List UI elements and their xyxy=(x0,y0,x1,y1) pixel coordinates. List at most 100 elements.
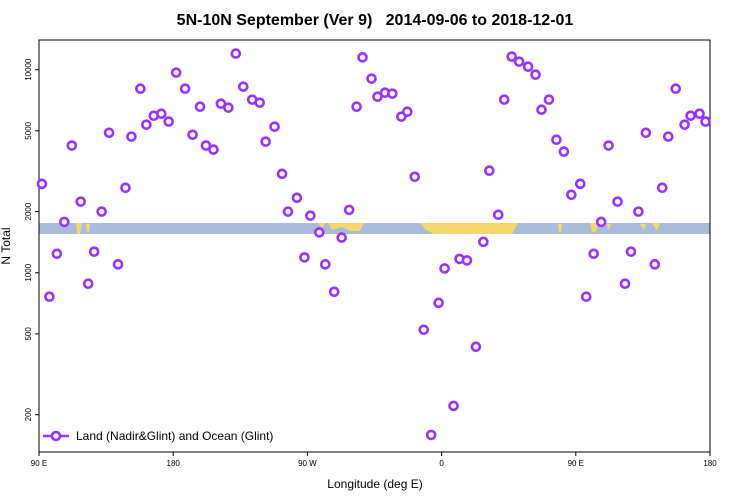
point xyxy=(649,259,661,270)
y-tick-label: 1000 xyxy=(24,263,33,281)
x-tick-label: 180 xyxy=(167,459,181,468)
point xyxy=(59,216,70,228)
point xyxy=(418,324,430,336)
point xyxy=(291,192,303,204)
point xyxy=(343,204,355,216)
x-axis-label: Longitude (deg E) xyxy=(327,477,422,491)
land-patch xyxy=(318,223,364,231)
point xyxy=(88,246,100,257)
point xyxy=(498,94,510,105)
point xyxy=(612,196,623,207)
point xyxy=(433,297,444,309)
point xyxy=(194,101,206,113)
point xyxy=(506,51,517,62)
point xyxy=(36,178,48,190)
point xyxy=(82,278,94,290)
point xyxy=(96,206,107,217)
point xyxy=(425,429,437,441)
point xyxy=(269,121,280,132)
point xyxy=(282,206,294,217)
point xyxy=(254,97,265,108)
y-tick-label: 500 xyxy=(24,327,33,341)
y-tick-label: 5000 xyxy=(24,121,33,139)
point xyxy=(461,255,473,266)
point xyxy=(574,178,586,190)
point xyxy=(314,227,325,238)
point xyxy=(536,104,547,116)
point xyxy=(336,232,347,243)
point xyxy=(543,94,555,105)
point xyxy=(694,108,705,120)
y-tick-label: 10000 xyxy=(24,58,33,81)
point xyxy=(170,67,182,78)
point xyxy=(260,136,271,147)
point xyxy=(633,206,644,217)
point xyxy=(366,73,377,84)
x-tick-label: 90 E xyxy=(31,459,47,468)
point xyxy=(120,182,131,194)
x-tick-label: 90 E xyxy=(568,459,584,468)
point xyxy=(484,165,495,177)
point xyxy=(439,263,450,274)
point xyxy=(163,116,175,127)
point xyxy=(478,236,489,248)
land-patch xyxy=(420,223,518,234)
point xyxy=(135,83,146,94)
point xyxy=(588,248,599,260)
point xyxy=(448,400,459,412)
point xyxy=(566,189,577,201)
point xyxy=(187,129,198,141)
legend-marker xyxy=(50,430,62,442)
point xyxy=(595,216,607,228)
point xyxy=(522,61,534,73)
point xyxy=(276,168,288,180)
x-tick-label: 180 xyxy=(703,459,717,468)
point xyxy=(75,196,87,207)
point xyxy=(103,127,115,139)
point xyxy=(580,291,592,303)
point xyxy=(551,134,562,146)
legend-label: Land (Nadir&Glint) and Ocean (Glint) xyxy=(76,429,273,443)
ocean-band xyxy=(39,223,710,234)
x-tick-label: 0 xyxy=(439,459,444,468)
point xyxy=(409,171,421,183)
point xyxy=(530,69,541,80)
plot-frame xyxy=(38,39,711,453)
point xyxy=(230,48,242,59)
point xyxy=(141,119,152,130)
point xyxy=(223,102,234,113)
point xyxy=(357,52,368,63)
point xyxy=(51,248,63,260)
point xyxy=(492,209,504,221)
point xyxy=(44,291,55,303)
point xyxy=(685,110,696,122)
point xyxy=(299,252,310,263)
point xyxy=(319,259,331,270)
point xyxy=(603,140,614,151)
chart-title: 5N-10N September (Ver 9) 2014-09-06 to 2… xyxy=(177,12,574,29)
point xyxy=(679,119,690,130)
point xyxy=(513,56,525,67)
point xyxy=(558,146,570,157)
point xyxy=(126,131,137,142)
y-axis-label: N Total xyxy=(0,227,13,264)
y-tick-label: 200 xyxy=(24,407,33,421)
point xyxy=(66,140,78,151)
land-patch xyxy=(640,223,660,231)
point xyxy=(625,246,637,257)
point xyxy=(305,210,316,221)
point xyxy=(619,278,631,290)
point xyxy=(662,131,674,142)
point xyxy=(700,116,711,127)
point xyxy=(656,182,668,194)
map-strip xyxy=(39,223,710,234)
point xyxy=(402,106,413,117)
point xyxy=(351,101,362,113)
point xyxy=(208,144,219,155)
point xyxy=(670,83,682,94)
point xyxy=(200,140,212,151)
point xyxy=(155,108,167,120)
y-tick-label: 2000 xyxy=(24,202,33,220)
point xyxy=(112,259,124,270)
